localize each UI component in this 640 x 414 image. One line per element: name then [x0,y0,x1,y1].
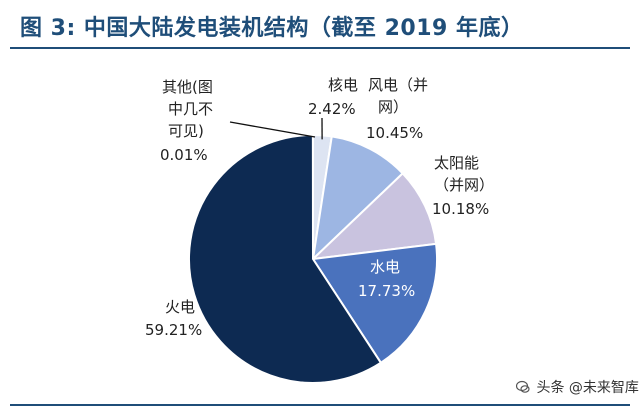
chart-title: 图 3: 中国大陆发电装机结构（截至 2019 年底） [20,16,524,41]
top-rule [10,47,630,49]
slice-value-label: 59.21% [145,321,202,339]
slice-label-text: 风电（并 [368,76,428,94]
leader-line-other [229,121,316,138]
slice-label-4: 火电 59.21% [145,298,202,339]
slice-label-3: 水电 17.73% [358,258,415,300]
slice-label-text: 核电 [328,76,358,94]
pie-slice-1 [311,135,405,262]
slice-label-text: 火电 [165,298,195,316]
bottom-rule [10,404,630,406]
watermark-text: 头条 @未来智库 [536,380,639,396]
pie-slice-4 [188,133,383,384]
slice-value-label: 17.73% [358,282,415,300]
slice-label-2: 太阳能 （并网） 10.18% [432,154,494,218]
slice-label-0: 核电 2.42% [308,76,358,118]
slice-label-text: 其他(图 [162,78,213,96]
slice-value-label: 0.01% [160,146,208,164]
slice-label-text: 中几不 [168,100,213,118]
watermark: 头条 @未来智库 [510,376,640,398]
slice-label-text: 太阳能 [434,154,479,172]
slice-label-text: 可见) [168,122,204,140]
pie-slice-3 [311,242,438,365]
slice-value-label: 10.18% [432,200,489,218]
slice-value-label: 2.42% [308,100,356,118]
slice-label-text: 网） [378,98,408,116]
slice-label-text: （并网） [434,176,494,194]
slice-label-text: 水电 [370,258,400,276]
slice-value-label: 10.45% [366,124,423,142]
pie-slice-2 [310,171,438,261]
slice-label-1: 风电（并网） 10.45% [366,76,428,142]
wechat-icon [516,380,530,393]
